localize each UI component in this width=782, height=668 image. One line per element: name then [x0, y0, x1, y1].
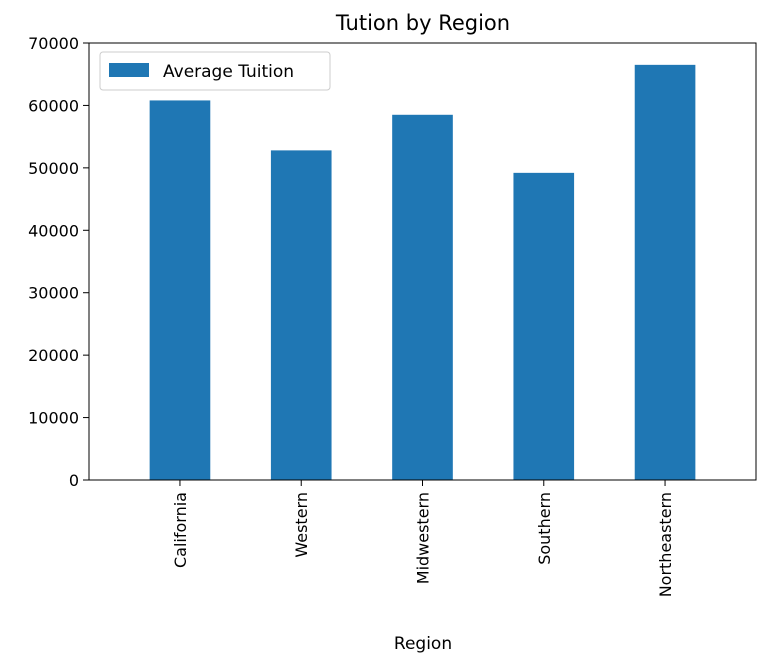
- y-tick-label: 50000: [28, 159, 79, 178]
- y-tick-label: 20000: [28, 346, 79, 365]
- y-tick-label: 0: [69, 471, 79, 490]
- y-tick-label: 70000: [28, 34, 79, 53]
- y-tick-label: 40000: [28, 221, 79, 240]
- y-axis-ticks: 0 10000 20000 30000 40000 50000 60000 70000: [28, 34, 89, 490]
- plot-area-frame: [88, 42, 757, 481]
- y-tick-label: 30000: [28, 284, 79, 303]
- bar-western: [270, 150, 332, 480]
- legend-swatch: [109, 63, 149, 77]
- bar-northeastern: [634, 64, 696, 480]
- y-tick-label: 10000: [28, 409, 79, 428]
- bar-southern: [513, 172, 575, 480]
- bar-midwestern: [392, 114, 453, 480]
- x-axis-ticks: California Western Midwestern Southern North…: [171, 480, 675, 597]
- legend-frame: [99, 51, 331, 91]
- bars-group: [149, 64, 696, 481]
- x-tick-label: Northeastern: [656, 492, 675, 597]
- chart-title: Tution by Region: [335, 11, 510, 35]
- x-tick-label: Midwestern: [414, 492, 433, 584]
- x-tick-label: California: [171, 492, 190, 568]
- x-tick-label: Western: [292, 492, 311, 558]
- legend: Average Tuition: [99, 51, 331, 91]
- x-tick-label: Southern: [535, 492, 554, 565]
- legend-label: Average Tuition: [163, 62, 294, 82]
- y-tick-label: 60000: [28, 96, 79, 115]
- bar-california: [149, 100, 211, 481]
- x-axis-label: Region: [394, 634, 452, 654]
